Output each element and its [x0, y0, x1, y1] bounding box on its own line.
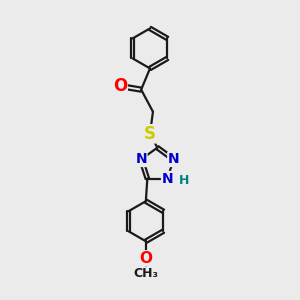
Text: CH₃: CH₃	[134, 267, 158, 280]
Text: N: N	[135, 152, 147, 167]
Text: N: N	[162, 172, 173, 185]
Text: H: H	[179, 173, 190, 187]
Text: O: O	[113, 77, 127, 95]
Text: O: O	[140, 251, 152, 266]
Text: N: N	[168, 152, 179, 167]
Text: S: S	[144, 125, 156, 143]
